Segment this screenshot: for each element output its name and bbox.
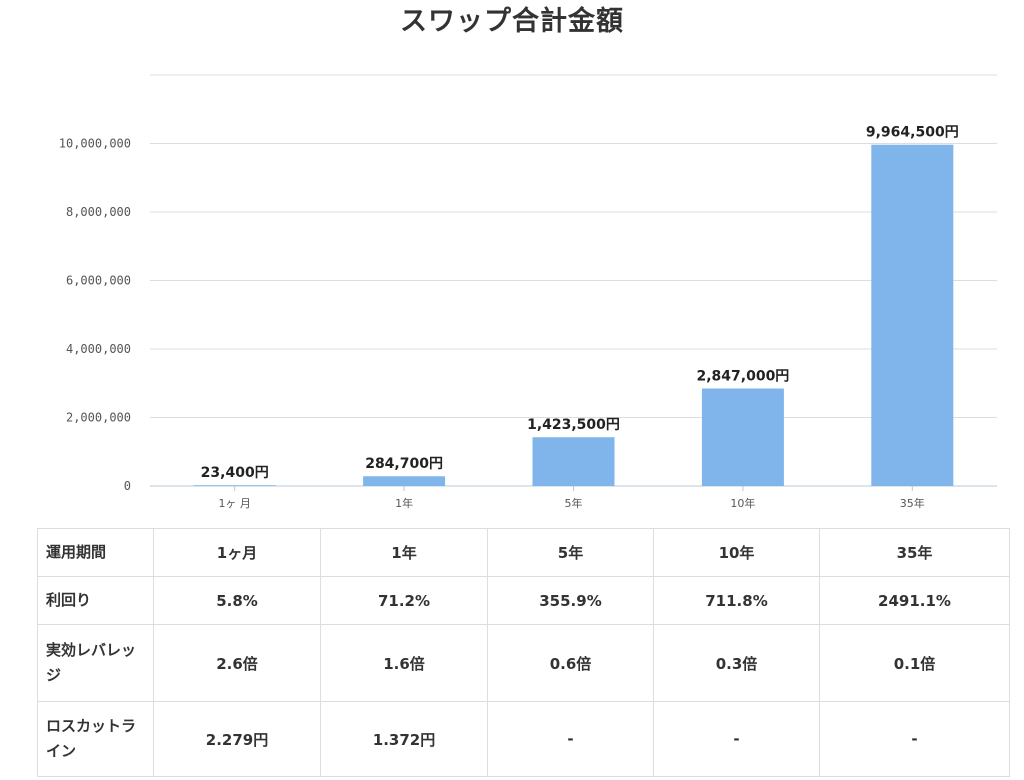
table-row: 実効レバレッジ 2.6倍 1.6倍 0.6倍 0.3倍 0.1倍 [37,624,1010,702]
table-cell: 2491.1% [819,576,1010,625]
y-tick-label: 10,000,000 [59,137,131,151]
x-tick-label: 1ヶ 月 [218,497,251,510]
table-row: 運用期間 1ヶ月 1年 5年 10年 35年 [37,528,1010,577]
data-label: 284,700円 [365,456,443,472]
returns-table: 運用期間 1ヶ月 1年 5年 10年 35年 利回り 5.8% 71.2% 35… [37,528,1010,777]
data-label: 9,964,500円 [866,125,959,141]
data-label: 23,400円 [201,465,269,481]
bar [701,388,784,486]
table-cell: 1.372円 [320,701,488,777]
table-row: ロスカットライン 2.279円 1.372円 - - - [37,701,1010,777]
table-cell: 5年 [487,528,654,577]
data-label: 2,847,000円 [696,368,789,384]
table-cell: 1年 [320,528,488,577]
table-cell: 10年 [653,528,820,577]
bar [871,144,954,486]
table-cell: - [487,701,654,777]
x-tick-label: 1年 [395,496,413,510]
table-cell: 71.2% [320,576,488,625]
bar [363,476,446,486]
bar [532,437,615,486]
table-cell: 0.3倍 [653,624,820,702]
x-tick-label: 10年 [730,496,755,510]
table-cell: - [819,701,1010,777]
y-tick-label: 4,000,000 [66,342,131,356]
bar-chart: 0 2,000,000 4,000,000 6,000,000 8,000,000 10,… [59,74,997,510]
y-tick-label: 8,000,000 [66,205,131,219]
table-cell: - [653,701,820,777]
table-cell: 0.6倍 [487,624,654,702]
table-cell: 1.6倍 [320,624,488,702]
row-header: 利回り [37,576,154,625]
table-cell: 355.9% [487,576,654,625]
x-tick-label: 5年 [565,496,583,510]
x-tick-label: 35年 [900,496,925,510]
table-cell: 5.8% [153,576,321,625]
data-label: 1,423,500円 [527,417,620,433]
table-cell: 711.8% [653,576,820,625]
row-header: 実効レバレッジ [37,624,154,702]
row-header: ロスカットライン [37,701,154,777]
y-tick-label: 6,000,000 [66,274,131,288]
table-cell: 1ヶ月 [153,528,321,577]
y-tick-label: 2,000,000 [66,411,131,425]
bar [193,485,276,486]
row-header: 運用期間 [37,528,154,577]
table-cell: 2.6倍 [153,624,321,702]
table-cell: 35年 [819,528,1010,577]
table-row: 利回り 5.8% 71.2% 355.9% 711.8% 2491.1% [37,576,1010,625]
table-cell: 0.1倍 [819,624,1010,702]
chart-title: スワップ合計金額 [400,6,624,37]
table-cell: 2.279円 [153,701,321,777]
y-tick-label: 0 [124,479,131,493]
